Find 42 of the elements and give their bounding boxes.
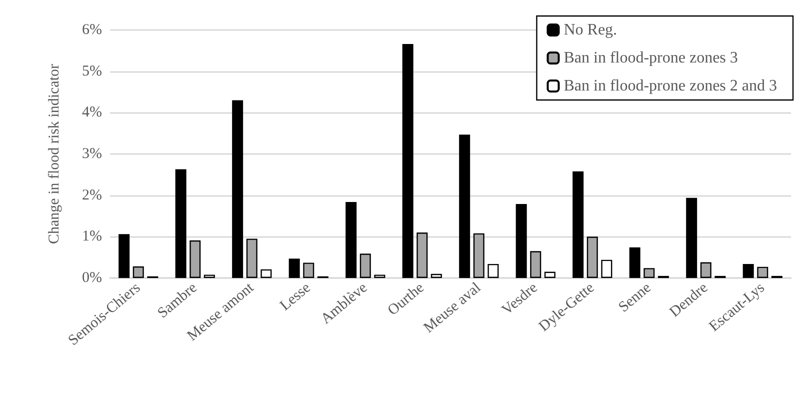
bar — [572, 171, 584, 278]
bar — [288, 258, 300, 278]
bar — [232, 100, 244, 278]
bar — [132, 266, 144, 278]
bar — [360, 254, 371, 278]
y-tick-label: 5% — [82, 63, 102, 80]
bar — [586, 236, 598, 278]
y-tick-label: 2% — [82, 187, 102, 204]
bar — [190, 240, 201, 278]
bar — [118, 234, 130, 278]
bar — [303, 262, 314, 278]
y-tick-label: 6% — [82, 22, 102, 38]
bar — [204, 274, 215, 278]
bar — [402, 44, 414, 278]
bar — [246, 238, 258, 278]
legend-label: Ban in flood-prone zones 2 and 3 — [564, 78, 777, 94]
bar — [516, 204, 527, 278]
bar — [346, 202, 357, 278]
bar — [175, 169, 186, 278]
bar — [629, 247, 640, 278]
bar — [530, 251, 542, 278]
bar — [374, 274, 386, 278]
y-tick-label: 1% — [82, 228, 102, 245]
bar — [473, 233, 484, 278]
bar — [686, 198, 698, 278]
bar — [757, 266, 768, 278]
bar — [742, 264, 754, 278]
y-tick-label: 0% — [82, 270, 102, 286]
bar — [644, 268, 655, 278]
bar — [700, 262, 712, 278]
bar — [544, 272, 556, 278]
y-axis-title: Change in flood risk indicator — [46, 64, 62, 244]
bar — [601, 260, 612, 278]
y-tick-label: 4% — [82, 104, 102, 121]
bar — [459, 134, 470, 278]
legend-label: No Reg. — [564, 22, 618, 38]
legend-label: Ban in flood-prone zones 3 — [564, 50, 738, 66]
bar — [260, 269, 272, 278]
bar — [488, 264, 499, 278]
bar — [430, 274, 442, 278]
bar — [416, 232, 428, 278]
y-tick-label: 3% — [82, 146, 102, 162]
